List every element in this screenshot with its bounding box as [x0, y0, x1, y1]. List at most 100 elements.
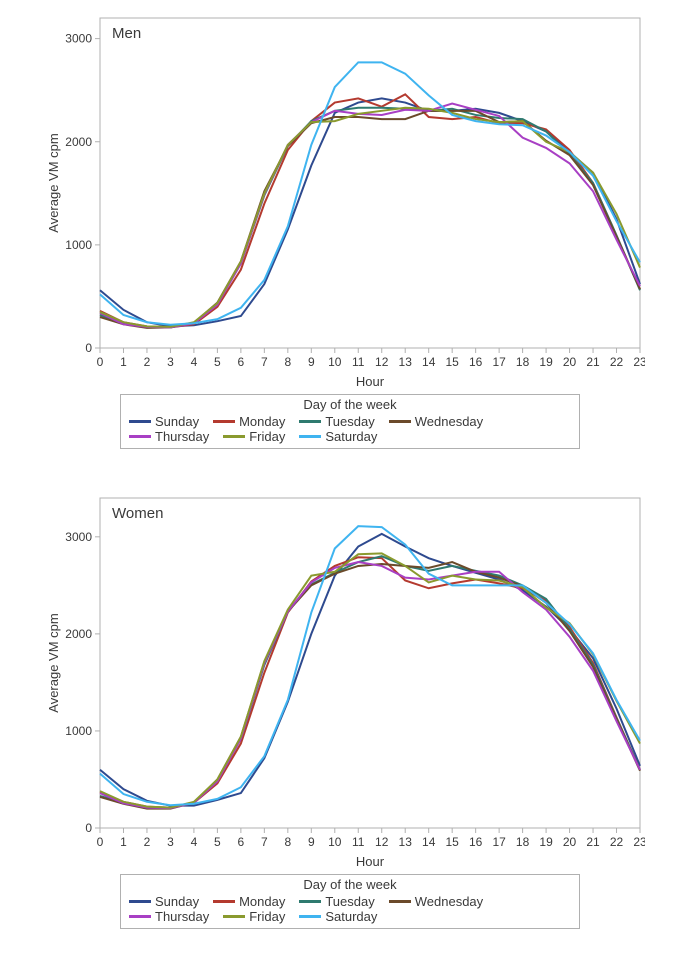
x-tick-label: 5 — [214, 355, 221, 369]
legend-swatch — [213, 900, 235, 903]
chart-svg: 0100020003000012345678910111213141516171… — [40, 490, 645, 870]
legend-title: Day of the week — [129, 397, 571, 412]
legend-label: Thursday — [155, 909, 209, 924]
x-tick-label: 18 — [516, 835, 530, 849]
legend-swatch — [129, 900, 151, 903]
series-wed — [100, 562, 640, 809]
x-tick-label: 11 — [352, 835, 365, 849]
x-tick-label: 17 — [492, 835, 506, 849]
legend-item-thu: Thursday — [129, 909, 209, 924]
x-tick-label: 23 — [633, 355, 645, 369]
plot-area: 0100020003000012345678910111213141516171… — [40, 10, 645, 390]
series-fri — [100, 553, 640, 807]
legend-item-sun: Sunday — [129, 414, 199, 429]
x-tick-label: 22 — [610, 835, 624, 849]
x-tick-label: 18 — [516, 355, 530, 369]
y-tick-label: 1000 — [65, 238, 92, 252]
x-tick-label: 0 — [97, 355, 104, 369]
legend-item-fri: Friday — [223, 429, 285, 444]
chart-panel-men: 0100020003000012345678910111213141516171… — [40, 10, 645, 470]
page: 0100020003000012345678910111213141516171… — [0, 0, 685, 969]
legend-item-fri: Friday — [223, 909, 285, 924]
x-tick-label: 17 — [492, 355, 506, 369]
x-tick-label: 6 — [238, 835, 245, 849]
legend-item-tue: Tuesday — [299, 894, 374, 909]
legend-label: Monday — [239, 894, 285, 909]
x-tick-label: 15 — [445, 835, 459, 849]
x-tick-label: 3 — [167, 835, 174, 849]
legend-swatch — [299, 915, 321, 918]
x-tick-label: 6 — [238, 355, 245, 369]
x-tick-label: 19 — [539, 835, 553, 849]
y-tick-label: 0 — [85, 341, 92, 355]
x-tick-label: 11 — [352, 355, 365, 369]
legend-label: Sunday — [155, 894, 199, 909]
series-thu — [100, 562, 640, 808]
x-tick-label: 5 — [214, 835, 221, 849]
legend-label: Friday — [249, 909, 285, 924]
x-tick-label: 12 — [375, 355, 389, 369]
series-mon — [100, 94, 640, 327]
legend-label: Saturday — [325, 429, 377, 444]
legend-swatch — [223, 435, 245, 438]
panel-title: Women — [112, 505, 163, 522]
legend-item-mon: Monday — [213, 894, 285, 909]
y-tick-label: 3000 — [65, 530, 92, 544]
series-mon — [100, 557, 640, 807]
y-tick-label: 3000 — [65, 32, 92, 46]
x-tick-label: 13 — [399, 355, 413, 369]
x-tick-label: 19 — [539, 355, 553, 369]
legend-item-wed: Wednesday — [389, 414, 483, 429]
legend-items: Sunday Monday Tuesday Wednesday Thursday Frid… — [129, 414, 571, 444]
x-tick-label: 0 — [97, 835, 104, 849]
x-tick-label: 10 — [328, 835, 342, 849]
x-tick-label: 16 — [469, 835, 483, 849]
legend-item-sat: Saturday — [299, 429, 377, 444]
x-tick-label: 20 — [563, 835, 577, 849]
x-tick-label: 23 — [633, 835, 645, 849]
x-tick-label: 12 — [375, 835, 389, 849]
y-axis-label: Average VM cpm — [46, 613, 61, 712]
legend-label: Saturday — [325, 909, 377, 924]
x-tick-label: 22 — [610, 355, 624, 369]
x-tick-label: 9 — [308, 835, 315, 849]
legend-item-mon: Monday — [213, 414, 285, 429]
y-tick-label: 0 — [85, 821, 92, 835]
legend-label: Wednesday — [415, 414, 483, 429]
legend-items: SundayMondayTuesdayWednesdayThursdayFrid… — [129, 894, 571, 924]
legend-swatch — [223, 915, 245, 918]
x-axis-label: Hour — [356, 374, 385, 389]
legend-swatch — [389, 900, 411, 903]
x-tick-label: 1 — [120, 835, 127, 849]
series-thu — [100, 104, 640, 328]
legend-swatch — [213, 420, 235, 423]
legend-item-thu: Thursday — [129, 429, 209, 444]
legend-swatch — [299, 435, 321, 438]
legend-item-tue: Tuesday — [299, 414, 374, 429]
legend-label: Tuesday — [325, 894, 374, 909]
series-sun — [100, 534, 640, 806]
y-tick-label: 2000 — [65, 627, 92, 641]
x-tick-label: 8 — [284, 355, 291, 369]
legend-label: Monday — [239, 414, 285, 429]
x-tick-label: 14 — [422, 355, 436, 369]
x-tick-label: 16 — [469, 355, 483, 369]
x-tick-label: 1 — [120, 355, 127, 369]
legend-swatch — [129, 435, 151, 438]
x-tick-label: 13 — [399, 835, 413, 849]
legend-item-sat: Saturday — [299, 909, 377, 924]
legend-swatch — [299, 900, 321, 903]
x-tick-label: 7 — [261, 835, 268, 849]
legend-label: Tuesday — [325, 414, 374, 429]
x-tick-label: 8 — [284, 835, 291, 849]
x-tick-label: 4 — [191, 355, 198, 369]
legend-swatch — [129, 915, 151, 918]
x-tick-label: 21 — [586, 835, 600, 849]
legend-label: Friday — [249, 429, 285, 444]
y-tick-label: 1000 — [65, 724, 92, 738]
legend: Day of the week Sunday Monday Tuesday Wednes… — [120, 394, 580, 449]
plot-area: 0100020003000012345678910111213141516171… — [40, 490, 645, 870]
chart-panel-women: 0100020003000012345678910111213141516171… — [40, 490, 645, 950]
x-tick-label: 2 — [144, 355, 151, 369]
x-tick-label: 14 — [422, 835, 436, 849]
